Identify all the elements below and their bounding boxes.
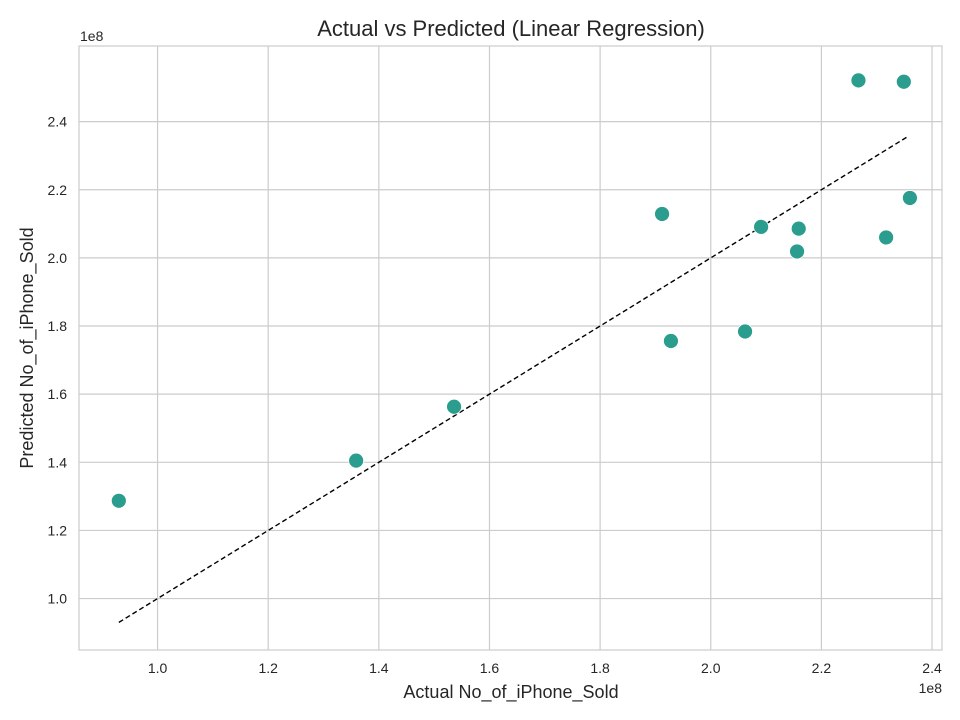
- data-point: [663, 333, 679, 349]
- chart-title: Actual vs Predicted (Linear Regression): [317, 16, 705, 41]
- grid: [79, 46, 942, 650]
- data-point: [902, 190, 918, 206]
- x-axis-title: Actual No_of_iPhone_Sold: [403, 682, 618, 703]
- y-tick-label: 1.4: [48, 454, 68, 470]
- y-axis-title: Predicted No_of_iPhone_Sold: [17, 227, 38, 468]
- plot-area: [78, 45, 943, 651]
- data-point: [789, 243, 805, 260]
- y-tick-label: 1.0: [48, 591, 68, 607]
- reference-line-layer: [118, 136, 909, 624]
- x-tick-label: 2.0: [701, 660, 721, 676]
- x-tick-label: 2.4: [922, 660, 942, 676]
- x-offset-label: 1e8: [919, 680, 943, 696]
- x-tick-label: 2.2: [812, 660, 832, 676]
- y-tick-label: 1.2: [48, 522, 68, 538]
- x-tick-label: 1.4: [369, 660, 389, 676]
- y-tick-label: 2.0: [48, 250, 68, 266]
- x-tick-label: 1.0: [148, 660, 168, 676]
- data-points: [110, 72, 918, 509]
- y-tick-label: 2.4: [48, 114, 68, 130]
- data-point: [753, 218, 770, 235]
- data-point: [878, 229, 895, 246]
- y-tick-label: 1.8: [48, 318, 68, 334]
- data-point: [850, 72, 867, 89]
- data-point: [110, 492, 127, 509]
- reference-line: [118, 136, 909, 624]
- data-point: [895, 73, 912, 90]
- x-tick-label: 1.6: [480, 660, 500, 676]
- data-point: [737, 323, 753, 340]
- data-point: [348, 452, 365, 469]
- data-point: [446, 398, 462, 415]
- plot-frame: [78, 45, 943, 651]
- data-point: [790, 220, 807, 237]
- y-tick-label: 2.2: [48, 182, 68, 198]
- x-tick-label: 1.8: [590, 660, 610, 676]
- x-tick-label: 1.2: [258, 660, 278, 676]
- data-point: [654, 206, 670, 222]
- y-offset-label: 1e8: [80, 28, 104, 44]
- tick-labels: 1.0 1.2 1.4 1.6 1.8 2.0 2.2 2.4 1.0 1.2 1.4 1.6 1.8 2…: [48, 114, 942, 676]
- y-tick-label: 1.6: [48, 386, 68, 402]
